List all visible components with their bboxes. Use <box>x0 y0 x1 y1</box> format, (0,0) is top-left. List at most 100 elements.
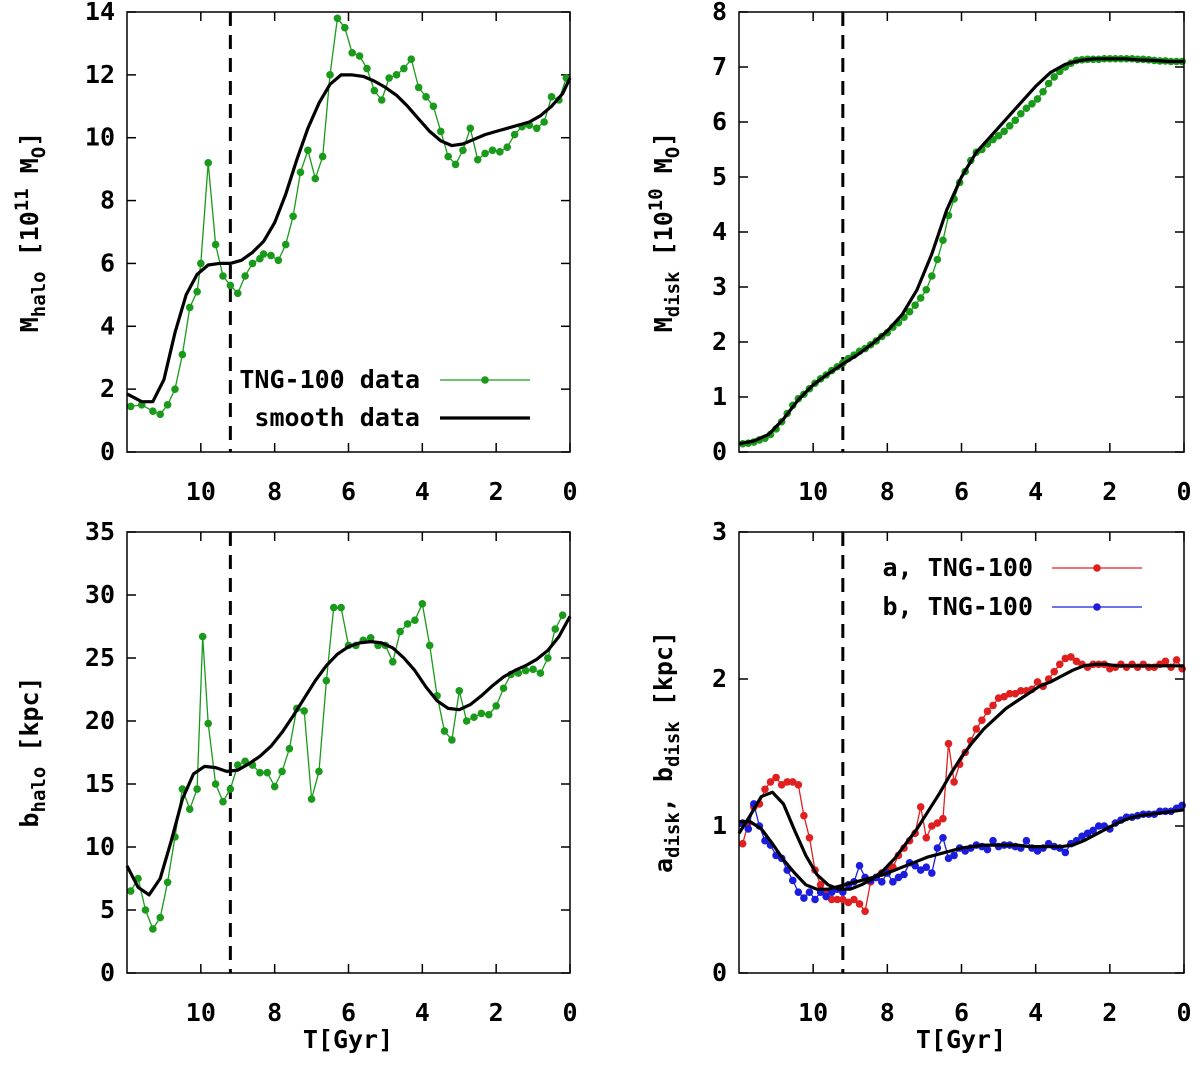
data-point <box>1089 826 1097 835</box>
data-point <box>788 876 797 885</box>
y-axis-label-part: [10 <box>649 211 678 271</box>
data-point <box>916 866 925 874</box>
data-point <box>944 854 953 863</box>
y-tick-label: 8 <box>712 0 727 26</box>
y-axis-label-part: M <box>15 317 44 332</box>
data-point <box>944 739 953 748</box>
data-point <box>274 256 283 265</box>
data-point <box>198 632 207 641</box>
series-line <box>742 656 1183 912</box>
series-smooth-data <box>126 73 572 404</box>
y-axis-label-part: disk <box>662 721 684 767</box>
series-line <box>130 17 567 415</box>
y-axis-label: bhalo [kpc] <box>15 676 50 827</box>
series-tng-100-data <box>126 14 571 419</box>
data-point <box>400 64 408 73</box>
data-point <box>833 895 842 904</box>
data-point <box>1022 836 1031 845</box>
data-point <box>259 250 268 258</box>
series-tng-100-data <box>738 54 1186 448</box>
data-point <box>928 822 936 830</box>
data-point <box>422 93 430 101</box>
data-point <box>900 870 908 879</box>
data-point <box>370 86 379 95</box>
data-point <box>972 725 981 733</box>
data-point <box>905 307 914 316</box>
data-point <box>185 805 194 813</box>
data-point <box>462 717 471 725</box>
data-point <box>204 159 213 167</box>
y-tick-label: 0 <box>100 437 115 466</box>
data-point <box>922 285 931 294</box>
data-point <box>933 255 942 264</box>
x-tick-label: 4 <box>1028 477 1043 506</box>
x-tick-label: 0 <box>562 998 577 1027</box>
data-point <box>289 212 297 221</box>
y-tick-label: 14 <box>85 0 115 26</box>
data-point <box>466 124 475 133</box>
data-point <box>933 844 942 852</box>
data-point <box>197 259 205 268</box>
data-point <box>141 906 150 914</box>
data-point <box>440 727 449 735</box>
y-tick-label: 1 <box>712 811 727 840</box>
y-tick-label: 4 <box>100 311 115 340</box>
data-point <box>233 289 242 298</box>
y-tick-label: 20 <box>85 706 115 735</box>
y-tick-label: 5 <box>712 162 727 191</box>
data-point <box>126 887 135 895</box>
data-point <box>204 719 213 728</box>
data-point <box>281 240 290 249</box>
data-point <box>521 666 530 675</box>
data-point <box>939 236 947 245</box>
y-axis-label-part: M <box>15 158 44 188</box>
data-point <box>536 669 545 677</box>
data-point <box>540 118 548 126</box>
y-tick-label: 35 <box>85 517 115 546</box>
data-point <box>311 174 320 183</box>
legend-marker <box>481 376 489 384</box>
x-tick-label: 0 <box>562 477 577 506</box>
x-tick-label: 8 <box>267 477 282 506</box>
legend-marker <box>1093 603 1101 611</box>
data-point <box>418 600 427 608</box>
data-point <box>1178 801 1186 810</box>
data-point <box>211 240 220 249</box>
data-point <box>185 303 194 312</box>
y-tick-label: 10 <box>85 123 115 152</box>
y-tick-label: 25 <box>85 643 115 672</box>
data-point <box>1000 127 1008 136</box>
data-point <box>389 657 397 666</box>
y-axis-label-part: O <box>28 147 50 158</box>
data-point <box>178 350 187 359</box>
data-point <box>1005 122 1014 130</box>
y-tick-label: 30 <box>85 580 115 609</box>
data-point <box>304 146 312 155</box>
data-point <box>496 148 504 156</box>
data-point <box>163 401 172 409</box>
data-point <box>296 168 305 177</box>
data-point <box>322 676 331 685</box>
y-tick-label: 0 <box>712 958 727 987</box>
x-tick-label: 10 <box>186 477 216 506</box>
data-point <box>411 616 419 624</box>
data-point <box>1033 847 1042 855</box>
data-point <box>300 707 309 715</box>
data-point <box>219 797 227 806</box>
y-axis-label-part: M <box>649 317 678 332</box>
y-axis-label-part: M <box>649 158 678 188</box>
x-tick-label: 10 <box>186 998 216 1027</box>
data-point <box>850 895 858 904</box>
data-point <box>341 23 349 32</box>
data-point <box>777 781 786 789</box>
data-point <box>978 716 986 724</box>
data-point <box>219 272 227 280</box>
data-point <box>1061 848 1070 857</box>
legend-label: TNG-100 data <box>239 365 420 394</box>
data-point <box>861 907 869 916</box>
data-point <box>529 665 537 674</box>
data-point <box>414 83 423 92</box>
data-point <box>473 155 482 164</box>
series-smooth-data <box>125 615 572 897</box>
